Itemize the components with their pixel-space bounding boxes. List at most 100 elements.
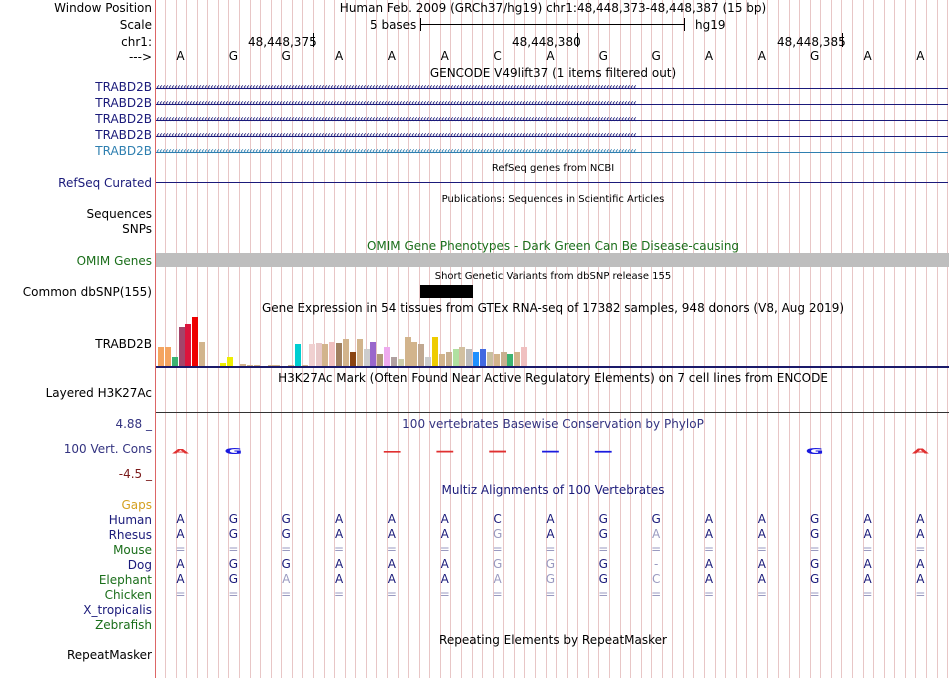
- gencode-transcript-line[interactable]: ‹‹‹‹‹‹‹‹‹‹‹‹‹‹‹‹‹‹‹‹‹‹‹‹‹‹‹‹‹‹‹‹‹‹‹‹‹‹‹‹…: [156, 113, 948, 127]
- species-label[interactable]: Zebrafish: [95, 618, 152, 632]
- gtex-tissue-bar[interactable]: [418, 344, 425, 367]
- species-label[interactable]: Rhesus: [108, 528, 152, 542]
- species-label[interactable]: Dog: [127, 558, 152, 572]
- alignment-base: G: [228, 572, 238, 586]
- gtex-tissue-bar[interactable]: [384, 347, 391, 367]
- gtex-tissue-bar[interactable]: [473, 352, 480, 367]
- gtex-tissue-bar[interactable]: [404, 337, 411, 367]
- gtex-tissue-bar[interactable]: [500, 352, 507, 367]
- alignment-base: A: [916, 557, 925, 571]
- alignment-base: A: [387, 512, 396, 526]
- gtex-tissue-bar[interactable]: [240, 364, 247, 367]
- refseq-track-label[interactable]: RefSeq Curated: [58, 176, 152, 190]
- assembly-label: hg19: [695, 18, 726, 32]
- gtex-bar-chart[interactable]: [156, 316, 534, 367]
- h3k27ac-track-label[interactable]: Layered H3K27Ac: [45, 386, 152, 400]
- gencode-label[interactable]: TRABD2B: [95, 112, 152, 126]
- gtex-tissue-bar[interactable]: [493, 354, 500, 367]
- alignment-base: A: [863, 527, 872, 541]
- publications-sequences-label[interactable]: Sequences: [86, 207, 152, 221]
- gtex-tissue-bar[interactable]: [185, 324, 192, 367]
- dbsnp-track-label[interactable]: Common dbSNP(155): [22, 285, 152, 299]
- gtex-tissue-bar[interactable]: [514, 352, 521, 367]
- omim-gene-bar[interactable]: [156, 253, 949, 267]
- species-label[interactable]: Elephant: [98, 573, 152, 587]
- alignment-base: =: [809, 542, 820, 556]
- track-image[interactable]: Human Feb. 2009 (GRCh37/hg19) chr1:48,44…: [156, 0, 950, 678]
- gtex-track-label[interactable]: TRABD2B: [95, 337, 152, 351]
- gencode-label[interactable]: TRABD2B: [95, 128, 152, 142]
- gencode-label[interactable]: TRABD2B: [95, 144, 152, 158]
- gencode-transcript-line[interactable]: ‹‹‹‹‹‹‹‹‹‹‹‹‹‹‹‹‹‹‹‹‹‹‹‹‹‹‹‹‹‹‹‹‹‹‹‹‹‹‹‹…: [156, 145, 948, 159]
- gtex-tissue-bar[interactable]: [295, 344, 301, 367]
- gencode-label[interactable]: TRABD2B: [95, 96, 152, 110]
- dbsnp-variant[interactable]: [420, 285, 473, 298]
- refseq-gene-line[interactable]: [156, 182, 948, 183]
- gtex-tissue-bar[interactable]: [445, 352, 452, 367]
- gtex-tissue-bar[interactable]: [425, 357, 432, 367]
- gtex-tissue-bar[interactable]: [192, 317, 199, 367]
- alignment-base: G: [810, 512, 820, 526]
- species-label[interactable]: Mouse: [113, 543, 152, 557]
- gtex-tissue-bar[interactable]: [390, 357, 397, 367]
- publications-snps-label[interactable]: SNPs: [122, 222, 152, 236]
- alignment-base: G: [598, 512, 608, 526]
- gtex-tissue-bar[interactable]: [322, 344, 329, 367]
- gtex-tissue-bar[interactable]: [349, 352, 356, 367]
- gtex-tissue-bar[interactable]: [466, 349, 473, 367]
- gencode-transcript-line[interactable]: ‹‹‹‹‹‹‹‹‹‹‹‹‹‹‹‹‹‹‹‹‹‹‹‹‹‹‹‹‹‹‹‹‹‹‹‹‹‹‹‹…: [156, 129, 948, 143]
- gtex-tissue-bar[interactable]: [486, 352, 493, 367]
- guide-line: [672, 0, 673, 678]
- gtex-tissue-bar[interactable]: [479, 349, 486, 367]
- gtex-tissue-bar[interactable]: [452, 349, 459, 367]
- alignment-base: =: [651, 587, 662, 601]
- gtex-tissue-bar[interactable]: [342, 339, 349, 367]
- gtex-tissue-bar[interactable]: [336, 343, 343, 367]
- guide-line: [789, 0, 790, 678]
- species-label[interactable]: X_tropicalis: [83, 603, 152, 617]
- guide-line: [767, 0, 768, 678]
- gtex-tissue-bar[interactable]: [171, 357, 178, 367]
- guide-line: [852, 0, 853, 678]
- omim-track-label[interactable]: OMIM Genes: [76, 254, 152, 268]
- gtex-tissue-bar[interactable]: [308, 344, 315, 367]
- gtex-tissue-bar[interactable]: [363, 349, 370, 367]
- guide-line: [937, 0, 938, 678]
- gtex-tissue-bar[interactable]: [199, 342, 206, 367]
- gencode-transcript-line[interactable]: ‹‹‹‹‹‹‹‹‹‹‹‹‹‹‹‹‹‹‹‹‹‹‹‹‹‹‹‹‹‹‹‹‹‹‹‹‹‹‹‹…: [156, 81, 948, 95]
- gtex-tissue-bar[interactable]: [521, 347, 528, 367]
- gtex-tissue-bar[interactable]: [397, 359, 404, 367]
- gencode-transcript-line[interactable]: ‹‹‹‹‹‹‹‹‹‹‹‹‹‹‹‹‹‹‹‹‹‹‹‹‹‹‹‹‹‹‹‹‹‹‹‹‹‹‹‹…: [156, 97, 948, 111]
- species-label[interactable]: Chicken: [104, 588, 152, 602]
- gtex-tissue-bar[interactable]: [226, 357, 233, 367]
- phylop-track-label[interactable]: 100 Vert. Cons: [63, 442, 152, 456]
- phylop-conservation-plot[interactable]: A G ▬ ▬ ▬ ▬ ▬ G A: [156, 437, 950, 477]
- alignment-base: =: [228, 587, 239, 601]
- species-label[interactable]: Human: [108, 513, 152, 527]
- gtex-tissue-bar[interactable]: [459, 347, 466, 367]
- alignment-base: A: [440, 557, 449, 571]
- gtex-tissue-bar[interactable]: [164, 347, 171, 367]
- gtex-tissue-bar[interactable]: [329, 342, 336, 367]
- guide-line: [376, 0, 377, 678]
- gtex-tissue-bar[interactable]: [411, 342, 418, 367]
- gtex-tissue-bar[interactable]: [158, 347, 164, 367]
- gtex-tissue-bar[interactable]: [507, 354, 514, 367]
- base-guide-grid: [156, 0, 950, 678]
- gtex-tissue-bar[interactable]: [377, 354, 384, 367]
- gencode-label[interactable]: TRABD2B: [95, 80, 152, 94]
- gtex-tissue-bar[interactable]: [432, 337, 438, 367]
- guide-line: [292, 0, 293, 678]
- guide-line: [313, 0, 314, 678]
- gtex-tissue-bar[interactable]: [315, 343, 322, 367]
- guide-line: [503, 0, 504, 678]
- alignment-base: G: [545, 572, 556, 586]
- guide-line: [662, 0, 663, 678]
- gtex-tissue-bar[interactable]: [356, 339, 363, 367]
- repeatmasker-track-label[interactable]: RepeatMasker: [66, 648, 152, 662]
- gtex-tissue-bar[interactable]: [178, 327, 185, 367]
- gtex-tissue-bar[interactable]: [219, 363, 226, 367]
- gtex-tissue-bar[interactable]: [438, 354, 445, 367]
- base-letter: A: [176, 49, 185, 63]
- gtex-tissue-bar[interactable]: [370, 342, 377, 367]
